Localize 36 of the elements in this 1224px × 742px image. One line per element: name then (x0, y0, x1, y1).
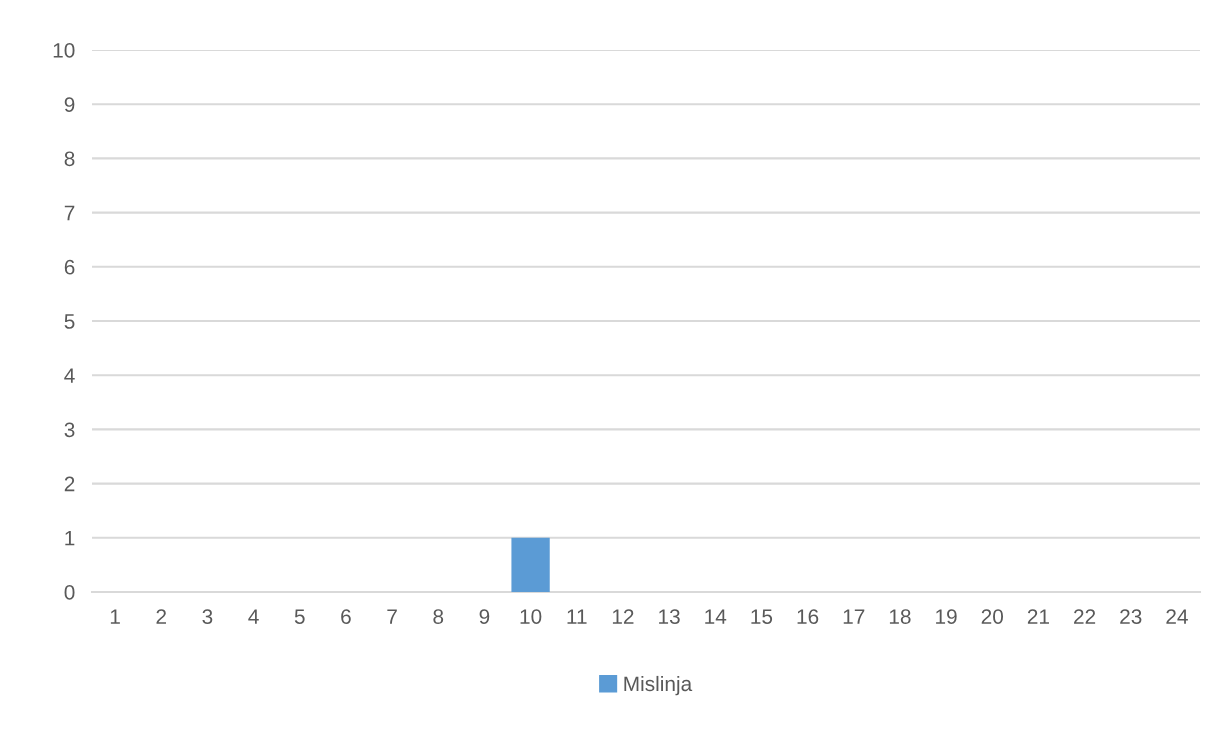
x-tick-label: 2 (156, 609, 166, 624)
x-tick-label: 21 (1027, 609, 1049, 624)
x-tick-label: 5 (294, 609, 305, 624)
y-tick-label: 8 (64, 151, 75, 167)
y-tick-label: 6 (64, 259, 75, 275)
x-tick-label: 8 (433, 609, 444, 624)
y-tick-label: 9 (64, 97, 75, 112)
x-tick-label: 7 (387, 609, 397, 624)
x-tick-label: 22 (1074, 609, 1096, 624)
x-tick-label: 6 (341, 609, 351, 624)
x-tick-label: 12 (612, 609, 634, 624)
x-tick-label: 14 (705, 609, 727, 624)
x-tick-label: 19 (936, 609, 957, 624)
y-tick-label: 1 (65, 531, 75, 546)
x-tick-label: 16 (797, 609, 819, 624)
y-tick-label: 10 (53, 43, 75, 58)
y-tick-label: 2 (64, 476, 75, 492)
x-tick-label: 24 (1166, 609, 1188, 624)
x-tick-label: 1 (110, 609, 120, 624)
legend-label: Mislinja (624, 675, 693, 696)
x-tick-label: 17 (843, 609, 865, 624)
x-tick-label: 10 (520, 609, 542, 624)
y-tick-label: 3 (64, 422, 75, 438)
x-tick-label: 15 (751, 609, 773, 624)
y-tick-label: 4 (64, 368, 75, 383)
y-tick-label: 0 (64, 585, 75, 600)
y-tick-label: 5 (64, 314, 75, 329)
x-tick-label: 20 (981, 609, 1004, 624)
x-tick-label: 4 (248, 609, 259, 624)
x-tick-label: 3 (202, 609, 213, 624)
x-tick-label: 11 (567, 609, 587, 624)
x-tick-label: 13 (659, 609, 680, 624)
x-tick-label: 18 (889, 609, 911, 624)
y-tick-label: 7 (64, 205, 75, 221)
x-tick-label: 23 (1120, 609, 1142, 624)
x-tick-label: 9 (479, 609, 490, 624)
